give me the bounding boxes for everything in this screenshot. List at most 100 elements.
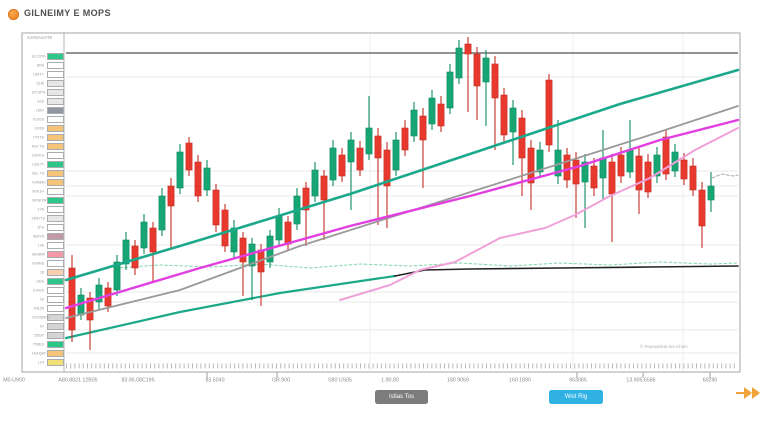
legend-color-cell[interactable] — [47, 359, 64, 366]
x-axis-tick-label: A80.8821 12B05 — [58, 377, 98, 384]
legend-color-cell[interactable] — [47, 260, 64, 267]
legend-row[interactable]: NUI.TS — [24, 142, 66, 151]
legend-row[interactable]: 9YC8Y6 — [24, 88, 66, 97]
legend-color-cell[interactable] — [47, 278, 64, 285]
ma-teal-main — [64, 68, 740, 282]
candle-body — [203, 167, 211, 191]
legend-color-cell[interactable] — [47, 314, 64, 321]
legend-label: NUI.TS — [31, 144, 44, 149]
legend-row[interactable]: L89TY — [24, 70, 66, 79]
legend-row[interactable]: 18 — [24, 268, 66, 277]
legend-row[interactable]: 146 — [24, 241, 66, 250]
legend-row[interactable]: SC23YN — [24, 52, 66, 61]
legend-row[interactable]: L8G?Y — [24, 160, 66, 169]
legend-label: FUR88C — [31, 180, 47, 185]
legend-color-cell[interactable] — [47, 233, 64, 240]
legend-label: 6X69 — [35, 126, 44, 131]
legend-row[interactable]: 1FS — [24, 223, 66, 232]
legend-color-cell[interactable] — [47, 251, 64, 258]
candle-body — [482, 57, 490, 83]
legend-row[interactable]: L14 — [24, 358, 66, 367]
legend-row[interactable]: 9AG890 — [24, 250, 66, 259]
legend-label: 0S8NS — [32, 261, 44, 266]
legend-row[interactable]: 8N6 — [24, 61, 66, 70]
candle-body — [311, 169, 319, 197]
legend-color-cell[interactable] — [47, 53, 64, 60]
legend-color-cell[interactable] — [47, 188, 64, 195]
legend-label: 7Y9TS — [32, 135, 44, 140]
legend-row[interactable]: 750ES — [24, 340, 66, 349]
legend-color-cell[interactable] — [47, 341, 64, 348]
legend-row[interactable]: 0E8Y6 — [24, 232, 66, 241]
legend-row[interactable]: 9? — [24, 322, 66, 331]
legend-color-cell[interactable] — [47, 179, 64, 186]
legend-row[interactable]: 0S8NS — [24, 259, 66, 268]
legend-color-cell[interactable] — [47, 80, 64, 87]
legend-label: 750ES — [32, 342, 44, 347]
legend-row[interactable]: K2016 — [24, 115, 66, 124]
legend-color-cell[interactable] — [47, 305, 64, 312]
legend-label: 9YC8Y6 — [31, 90, 46, 95]
legend-color-cell[interactable] — [47, 98, 64, 105]
candle-body — [131, 245, 139, 269]
candle-body — [401, 127, 409, 151]
legend-color-cell[interactable] — [47, 62, 64, 69]
legend-color-cell[interactable] — [47, 170, 64, 177]
legend-color-cell[interactable] — [47, 89, 64, 96]
legend-color-cell[interactable] — [47, 332, 64, 339]
legend-row[interactable]: 1Y8 — [24, 205, 66, 214]
legend-row[interactable]: UAYES — [24, 151, 66, 160]
legend-row[interactable]: L89? — [24, 106, 66, 115]
candle-body — [383, 149, 391, 187]
legend-row[interactable]: 9UL.TS — [24, 169, 66, 178]
candle-body — [455, 47, 463, 79]
legend-label: UAYES — [31, 153, 44, 158]
legend-row[interactable]: 7Y9TS — [24, 133, 66, 142]
legend-color-cell[interactable] — [47, 296, 64, 303]
legend-row[interactable]: 0IOSOW — [24, 196, 66, 205]
candle-body — [698, 189, 706, 227]
legend-row[interactable]: CRO50RU — [24, 313, 66, 322]
legend-row[interactable]: 25537 — [24, 331, 66, 340]
legend-color-cell[interactable] — [47, 350, 64, 357]
legend-row[interactable]: 64159 — [24, 304, 66, 313]
legend-row[interactable]: 6X69 — [24, 124, 66, 133]
legend-row[interactable]: 1AIS — [24, 277, 66, 286]
legend-color-cell[interactable] — [47, 224, 64, 231]
app-logo-icon — [8, 9, 19, 20]
secondary-action-button[interactable]: Istias Tos — [375, 390, 428, 404]
candle-body — [347, 139, 355, 163]
legend-color-cell[interactable] — [47, 287, 64, 294]
legend-row[interactable]: 10 — [24, 295, 66, 304]
legend-color-cell[interactable] — [47, 116, 64, 123]
legend-color-cell[interactable] — [47, 242, 64, 249]
legend-row[interactable]: E3410 — [24, 286, 66, 295]
legend-color-cell[interactable] — [47, 269, 64, 276]
legend-color-cell[interactable] — [47, 152, 64, 159]
legend-color-cell[interactable] — [47, 107, 64, 114]
legend-row[interactable]: FUR88C — [24, 178, 66, 187]
legend-row[interactable]: 0E8Y16 — [24, 214, 66, 223]
legend-row[interactable]: 9G01H — [24, 187, 66, 196]
candle-body — [158, 195, 166, 231]
legend-row[interactable]: G16 — [24, 97, 66, 106]
legend-color-cell[interactable] — [47, 197, 64, 204]
fast-forward-icon[interactable] — [736, 387, 760, 399]
candle-body — [617, 154, 625, 177]
legend-color-cell[interactable] — [47, 71, 64, 78]
candle-body — [563, 154, 571, 181]
legend-color-cell[interactable] — [47, 125, 64, 132]
legend-color-cell[interactable] — [47, 206, 64, 213]
legend-label: 1AIS — [35, 279, 44, 284]
candle-body — [419, 115, 427, 141]
legend-row[interactable]: QH6 — [24, 79, 66, 88]
legend-color-cell[interactable] — [47, 323, 64, 330]
legend-color-cell[interactable] — [47, 161, 64, 168]
primary-action-button[interactable]: Wist Rig — [549, 390, 603, 404]
legend-color-cell[interactable] — [47, 134, 64, 141]
candle-body — [410, 109, 418, 137]
legend-color-cell[interactable] — [47, 143, 64, 150]
legend-color-cell[interactable] — [47, 215, 64, 222]
legend-row[interactable]: 1AAQ80 — [24, 349, 66, 358]
